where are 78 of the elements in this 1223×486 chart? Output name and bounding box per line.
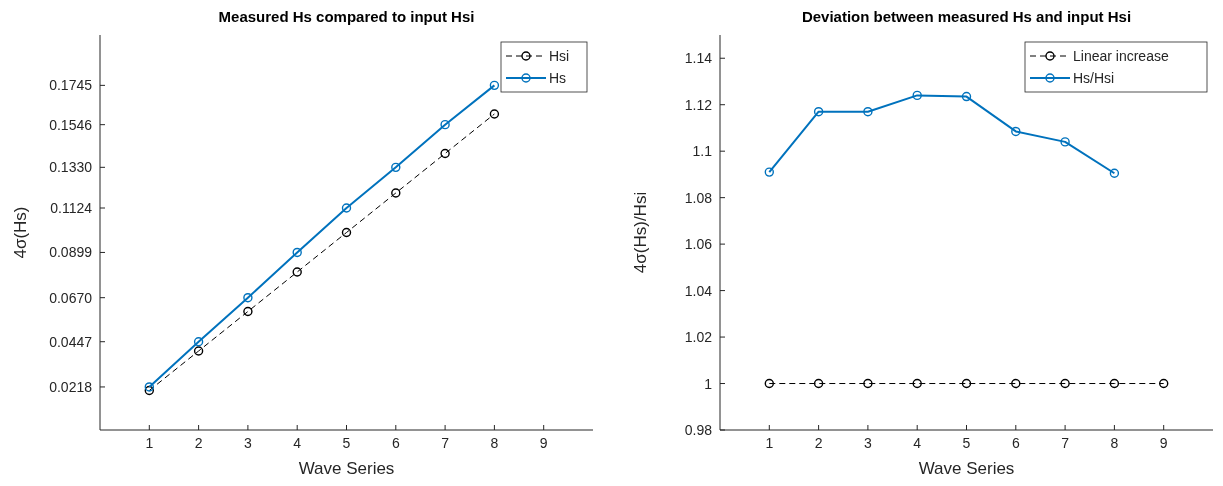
x-tick-label: 3 xyxy=(864,435,872,451)
point xyxy=(292,247,302,258)
y-axis-title: 4σ(Hs) xyxy=(11,206,30,259)
x-tick-label: 2 xyxy=(814,435,823,451)
y-tick-label: 0.0670 xyxy=(49,289,93,306)
x-tick-label: 6 xyxy=(391,435,400,451)
y-tick-label: 0.1745 xyxy=(49,77,93,94)
point xyxy=(144,385,154,396)
y-tick-label: 0.0899 xyxy=(49,244,93,261)
point xyxy=(440,119,450,130)
point xyxy=(813,378,824,389)
point xyxy=(813,106,824,117)
point xyxy=(292,267,302,277)
legend-label: Linear increase xyxy=(1073,48,1169,64)
x-tick-label: 7 xyxy=(441,435,450,451)
point xyxy=(1060,378,1070,389)
chart-title: Measured Hs compared to input Hsi xyxy=(218,8,475,25)
y-tick-label: 1.04 xyxy=(684,282,713,299)
x-tick-label: 8 xyxy=(1110,435,1119,451)
point xyxy=(1060,137,1070,147)
x-tick-label: 4 xyxy=(293,435,302,451)
y-tick-label: 0.98 xyxy=(684,422,713,438)
legend-label: Hs/Hsi xyxy=(1073,70,1115,86)
y-tick-label: 0.1330 xyxy=(49,159,93,176)
point xyxy=(764,167,774,177)
point xyxy=(912,378,922,389)
x-tick-label: 1 xyxy=(145,435,154,451)
x-tick-label: 4 xyxy=(913,435,922,451)
y-tick-label: 1.12 xyxy=(684,96,713,113)
y-tick-label: 0.0218 xyxy=(49,378,93,395)
x-tick-label: 9 xyxy=(539,435,548,451)
legend-label: Hsi xyxy=(549,48,570,64)
point xyxy=(341,227,352,238)
point xyxy=(1011,378,1021,389)
y-tick-label: 0.1546 xyxy=(49,116,93,133)
x-tick-label: 9 xyxy=(1159,435,1168,451)
y-tick-label: 1.08 xyxy=(684,189,713,206)
point xyxy=(391,188,401,198)
y-tick-label: 1.14 xyxy=(684,50,713,67)
point xyxy=(1109,378,1120,389)
point xyxy=(489,80,500,91)
y-tick-label: 1.02 xyxy=(684,329,713,346)
y-tick-label: 0.0447 xyxy=(49,333,93,350)
point xyxy=(863,106,873,117)
point xyxy=(912,90,922,101)
point xyxy=(391,162,401,173)
x-axis-title: Wave Series xyxy=(298,459,395,478)
x-tick-label: 8 xyxy=(490,435,499,451)
point xyxy=(1011,126,1021,137)
point xyxy=(144,382,154,392)
point xyxy=(193,337,204,347)
chart-title: Deviation between measured Hs and input Hsi xyxy=(801,8,1132,25)
point xyxy=(489,109,500,119)
x-tick-label: 5 xyxy=(342,435,351,451)
point xyxy=(193,346,204,356)
point xyxy=(243,306,253,317)
x-tick-label: 6 xyxy=(1011,435,1020,451)
x-tick-label: 3 xyxy=(244,435,252,451)
legend-label: Hs xyxy=(549,70,567,86)
point xyxy=(341,203,352,213)
point xyxy=(243,292,253,303)
point xyxy=(863,378,873,389)
x-tick-label: 1 xyxy=(765,435,774,451)
y-tick-label: 1.06 xyxy=(684,236,713,253)
x-tick-label: 7 xyxy=(1061,435,1070,451)
point xyxy=(1159,378,1169,389)
x-tick-label: 2 xyxy=(194,435,203,451)
point xyxy=(764,378,774,389)
point xyxy=(440,148,450,159)
x-axis-title: Wave Series xyxy=(918,459,1015,478)
x-tick-label: 5 xyxy=(962,435,971,451)
y-tick-label: 0.1124 xyxy=(50,200,93,217)
point xyxy=(1109,168,1120,178)
y-tick-label: 1 xyxy=(704,375,713,392)
point xyxy=(961,378,972,389)
y-tick-label: 1.1 xyxy=(692,143,713,160)
y-axis-title: 4σ(Hs)/Hsi xyxy=(631,191,650,274)
point xyxy=(961,91,972,102)
